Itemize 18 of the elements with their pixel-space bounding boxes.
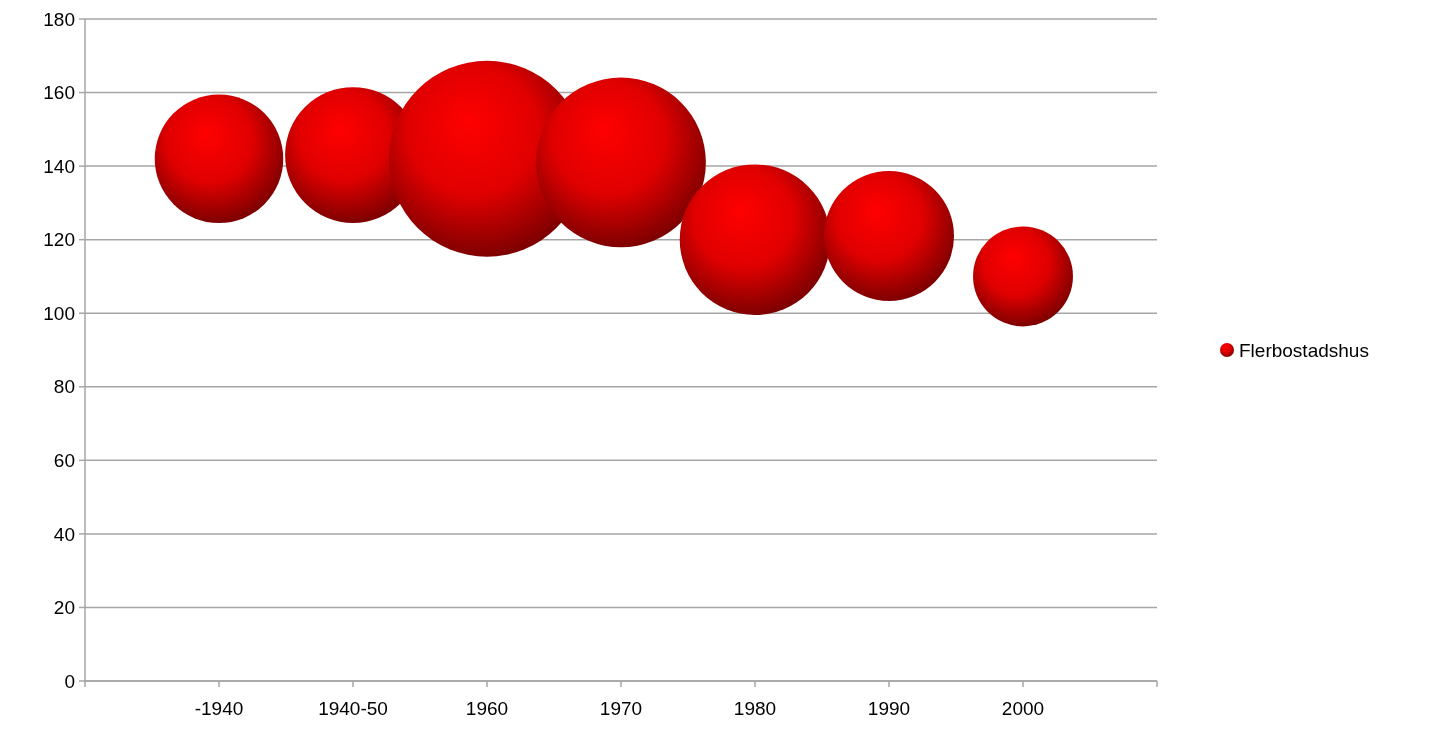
y-tick-label: 0 — [64, 670, 75, 692]
x-tick-label: 1970 — [599, 698, 643, 719]
y-tick-label: 140 — [43, 155, 75, 177]
x-tick-label: 2000 — [1001, 698, 1045, 719]
x-tick-label: 1940-50 — [318, 698, 388, 719]
y-tick-label: 60 — [53, 449, 75, 471]
y-tick-label: 120 — [43, 229, 75, 251]
x-tick-label: 1960 — [465, 698, 509, 719]
x-tick-label: 1980 — [733, 698, 777, 719]
legend-label: Flerbostadshus — [1239, 339, 1369, 361]
y-tick-label: 160 — [43, 82, 75, 104]
y-tick-label: 180 — [43, 8, 75, 30]
y-tick-label: 100 — [43, 302, 75, 324]
y-tick-label: 20 — [53, 597, 75, 619]
y-tick-label: 40 — [53, 523, 75, 545]
x-tick-label: -1940 — [194, 698, 244, 719]
y-tick-label: 80 — [53, 376, 75, 398]
x-tick-label: 1990 — [867, 698, 911, 719]
